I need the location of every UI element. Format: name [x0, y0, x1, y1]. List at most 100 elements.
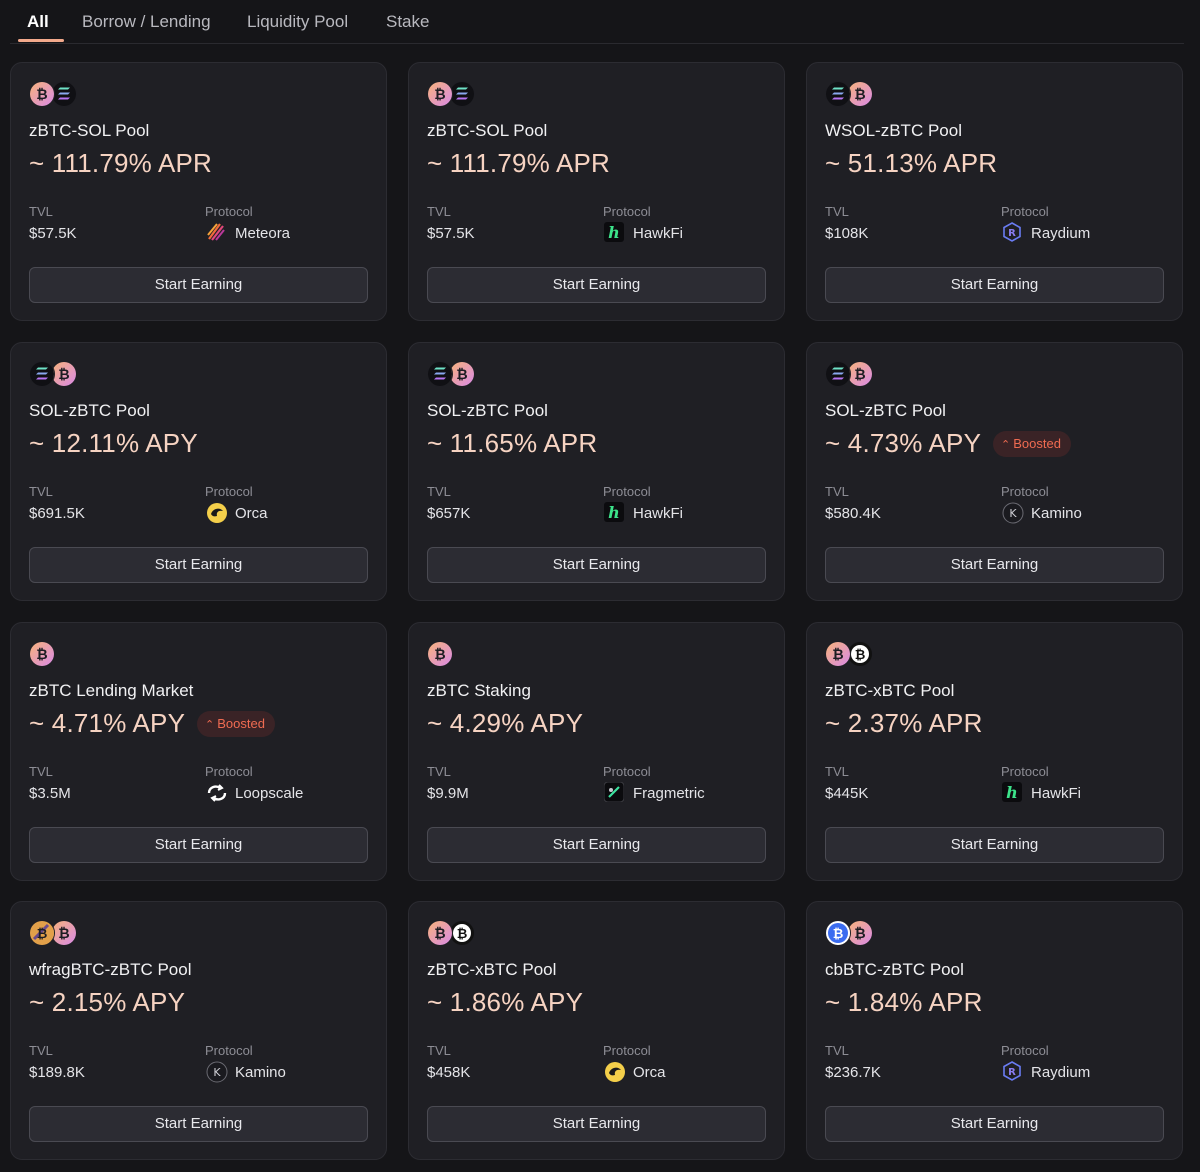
meteora-icon [206, 222, 226, 242]
tvl-label: TVL [29, 1043, 53, 1058]
svg-text:₿: ₿ [37, 927, 48, 942]
protocol-label: Protocol [1001, 204, 1049, 219]
hawkfi-icon: h [604, 222, 624, 242]
pool-rate: ~ 4.29% APY [427, 708, 584, 738]
pool-name: zBTC-SOL Pool [427, 121, 548, 140]
tvl-label: TVL [825, 204, 849, 219]
pool-name: zBTC-xBTC Pool [825, 681, 955, 700]
tvl-value: $3.5M [29, 785, 71, 802]
svg-text:h: h [608, 223, 620, 242]
start-earning-button[interactable]: Start Earning [427, 1106, 766, 1142]
hawkfi-icon: h [1002, 782, 1022, 802]
pool-card: ₿ ₿ zBTC-xBTC Pool ~ 2.37% APR TVL $445K Proto… [806, 622, 1183, 881]
svg-text:₿: ₿ [854, 87, 865, 103]
svg-text:₿: ₿ [36, 87, 47, 103]
svg-text:₿: ₿ [36, 647, 47, 663]
fragmetric-icon [603, 781, 625, 803]
sol-icon [427, 361, 453, 387]
svg-text:h: h [608, 503, 620, 522]
orca-icon [604, 1061, 625, 1082]
wfragbtc-icon: ₿ [29, 920, 55, 946]
tab-borrow-lending[interactable]: Borrow / Lending [82, 12, 211, 31]
pool-name: zBTC-SOL Pool [29, 121, 150, 140]
zbtc-icon: ₿ [449, 361, 475, 387]
tvl-value: $691.5K [29, 505, 85, 522]
tvl-label: TVL [427, 484, 451, 499]
protocol-name: Loopscale [235, 785, 304, 802]
raydium-icon: R [1002, 222, 1022, 242]
pool-rate: ~ 111.79% APR [427, 148, 611, 178]
sol-icon [825, 361, 851, 387]
protocol-name: Fragmetric [633, 785, 705, 802]
start-earning-button[interactable]: Start Earning [825, 1106, 1164, 1142]
protocol-name: Raydium [1031, 225, 1091, 242]
start-earning-button[interactable]: Start Earning [427, 267, 766, 303]
start-earning-button[interactable]: Start Earning [825, 827, 1164, 863]
protocol-name: HawkFi [1031, 785, 1082, 802]
pool-rate: ~ 2.15% APY [29, 987, 186, 1017]
svg-text:₿: ₿ [456, 367, 467, 383]
tvl-value: $108K [825, 225, 869, 242]
tab-liquidity-pool[interactable]: Liquidity Pool [247, 12, 349, 31]
pool-rate: ~ 4.71% APY [29, 708, 186, 738]
svg-text:₿: ₿ [58, 926, 69, 942]
pool-card: ₿ ₿ zBTC-xBTC Pool ~ 1.86% APY TVL $458K Proto… [408, 901, 785, 1160]
tvl-label: TVL [825, 484, 849, 499]
cbbtc-icon: ₿ [825, 920, 851, 946]
pool-card: ₿ SOL-zBTC Pool ~ 4.73% APY ⌃ Boosted TVL $580… [806, 342, 1183, 601]
start-earning-button[interactable]: Start Earning [29, 1106, 368, 1142]
svg-text:₿: ₿ [434, 926, 445, 942]
zbtc-icon: ₿ [427, 920, 453, 946]
start-earning-button[interactable]: Start Earning [29, 267, 368, 303]
svg-text:R: R [1008, 1067, 1016, 1078]
protocol-label: Protocol [1001, 1043, 1049, 1058]
pool-card: ₿ zBTC-SOL Pool ~ 111.79% APR TVL $57.5K Prot… [408, 62, 785, 321]
tvl-value: $580.4K [825, 505, 881, 522]
tvl-value: $657K [427, 505, 471, 522]
pool-card: ₿ zBTC Staking ~ 4.29% APY TVL $9.9M Protocol… [408, 622, 785, 881]
start-earning-button[interactable]: Start Earning [825, 547, 1164, 583]
zbtc-icon: ₿ [29, 81, 55, 107]
start-earning-button[interactable]: Start Earning [427, 827, 766, 863]
pool-card: ₿ ₿ cbBTC-zBTC Pool ~ 1.84% APR TVL $236.7K Pr… [806, 901, 1183, 1160]
pool-rate: ~ 1.86% APY [427, 987, 584, 1017]
svg-text:₿: ₿ [434, 647, 445, 663]
start-earning-button[interactable]: Start Earning [29, 547, 368, 583]
orca-icon [206, 502, 227, 523]
protocol-name: Kamino [1031, 505, 1082, 522]
protocol-label: Protocol [205, 484, 253, 499]
protocol-label: Protocol [603, 204, 651, 219]
tvl-label: TVL [29, 204, 53, 219]
active-tab-indicator [18, 39, 64, 42]
tvl-label: TVL [825, 764, 849, 779]
boosted-badge: ⌃ Boosted [993, 431, 1071, 457]
start-earning-button[interactable]: Start Earning [29, 827, 368, 863]
pool-name: zBTC Lending Market [29, 681, 194, 700]
pool-card: ₿ SOL-zBTC Pool ~ 11.65% APR TVL $657K Protoc… [408, 342, 785, 601]
protocol-name: HawkFi [633, 505, 684, 522]
start-earning-button[interactable]: Start Earning [427, 547, 766, 583]
boosted-label: Boosted [217, 716, 265, 731]
pool-rate: ~ 2.37% APR [825, 708, 983, 738]
protocol-label: Protocol [205, 1043, 253, 1058]
protocol-label: Protocol [205, 764, 253, 779]
tab-all[interactable]: All [27, 12, 49, 31]
protocol-name: HawkFi [633, 225, 684, 242]
hawkfi-icon: h [604, 502, 624, 522]
svg-text:R: R [1008, 228, 1016, 239]
sol-icon [51, 81, 77, 107]
tab-stake[interactable]: Stake [386, 12, 430, 31]
protocol-name: Orca [633, 1064, 666, 1081]
protocol-label: Protocol [205, 204, 253, 219]
tvl-label: TVL [29, 484, 53, 499]
pool-card: ₿ WSOL-zBTC Pool ~ 51.13% APR TVL $108K Proto… [806, 62, 1183, 321]
protocol-label: Protocol [603, 1043, 651, 1058]
svg-text:₿: ₿ [833, 927, 844, 942]
start-earning-button[interactable]: Start Earning [825, 267, 1164, 303]
chevron-up-icon: ⌃ [1001, 439, 1011, 451]
kamino-icon: K [206, 1061, 228, 1083]
pool-rate: ~ 1.84% APR [825, 987, 983, 1017]
protocol-label: Protocol [603, 484, 651, 499]
svg-text:₿: ₿ [457, 927, 468, 942]
filter-tabs: All Borrow / Lending Liquidity Pool Stak… [10, 0, 1184, 44]
